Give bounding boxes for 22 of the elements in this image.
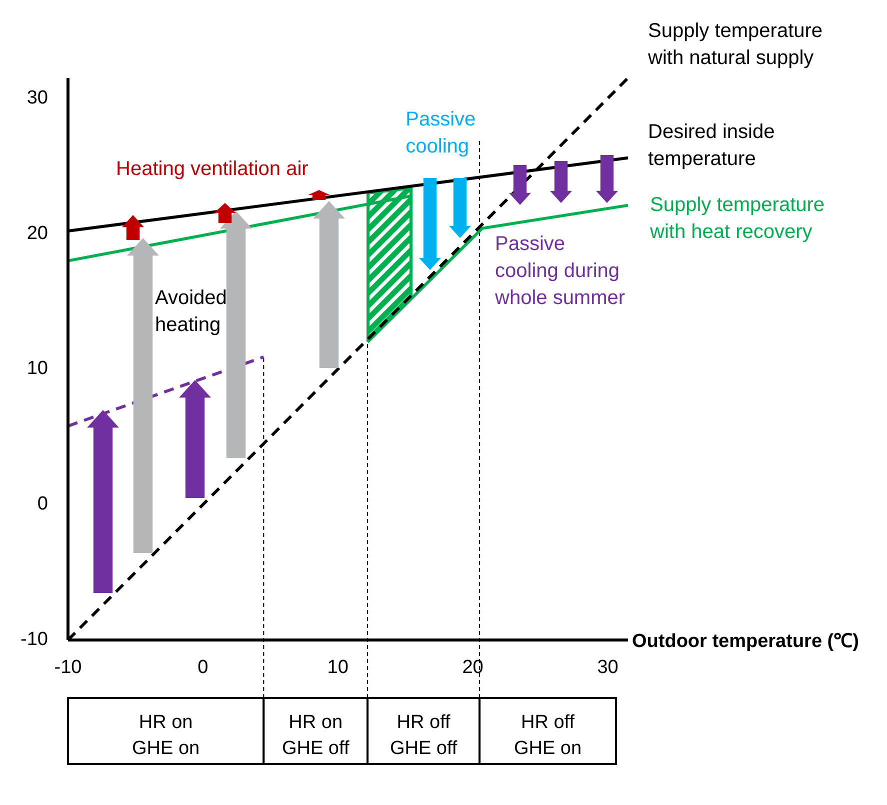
annotation: Avoided heating <box>155 287 227 336</box>
annotation: Passive cooling <box>406 108 476 158</box>
series-label: Desired inside temperature <box>648 121 775 170</box>
text: HR on GHE off <box>282 712 350 759</box>
x-axis-title: Outdoor temperature (℃) <box>632 631 859 652</box>
annotation: Heating ventilation air <box>116 158 309 180</box>
y-tick-label: 30 <box>26 87 48 108</box>
text: HR off GHE on <box>514 712 582 759</box>
y-tick-label: 10 <box>26 358 48 380</box>
y-tick-label: 0 <box>37 494 48 515</box>
series-label: Supply temperature with natural supply <box>647 20 823 69</box>
y-tick-label: 20 <box>26 222 48 244</box>
x-tick-label: 10 <box>327 657 348 678</box>
y-tick-label: -10 <box>20 629 48 650</box>
series-label: Supply temperature with heat recovery <box>649 194 825 243</box>
annotation: Passive cooling during whole summer <box>494 233 626 309</box>
x-tick-label: 20 <box>462 657 484 678</box>
x-tick-label: -10 <box>54 657 82 678</box>
text: HR off GHE off <box>390 712 458 759</box>
text: HR on GHE on <box>132 712 200 759</box>
x-tick-label: 0 <box>198 657 208 678</box>
x-tick-label: 30 <box>597 657 618 678</box>
